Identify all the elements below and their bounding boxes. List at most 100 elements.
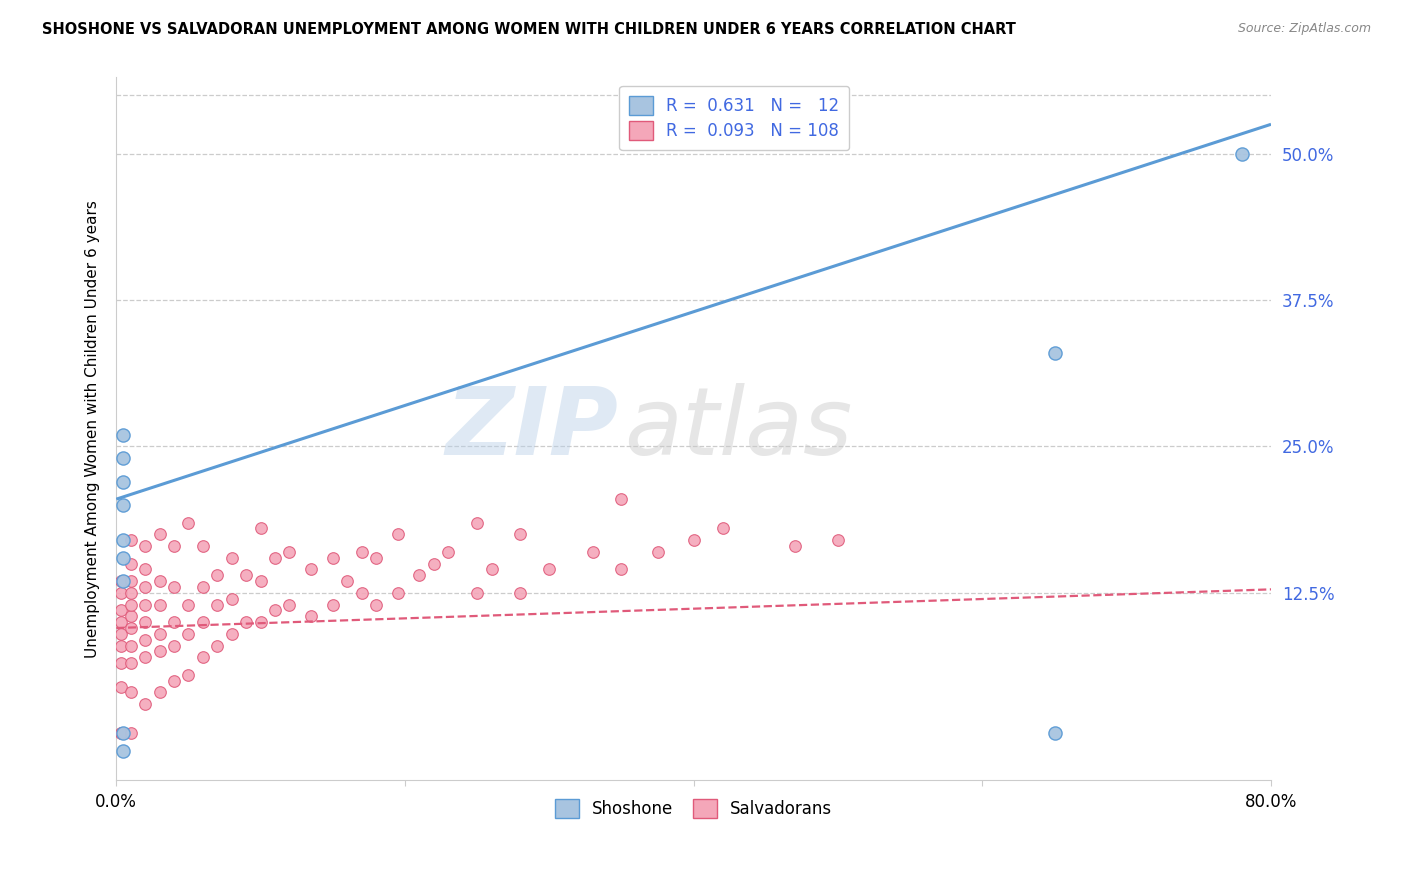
Point [207, 598, 229, 612]
Point [120, 621, 142, 635]
Point [177, 627, 200, 641]
Point [322, 598, 344, 612]
Point [538, 562, 561, 576]
Point [163, 615, 186, 629]
Point [163, 639, 186, 653]
Point [350, 545, 373, 559]
Point [235, 615, 257, 629]
Point [177, 516, 200, 530]
Point [1230, 146, 1253, 161]
Point [120, 656, 142, 670]
Point [783, 539, 806, 553]
Point [134, 632, 156, 647]
Point [163, 580, 186, 594]
Point [191, 615, 214, 629]
Point [110, 726, 132, 740]
Point [112, 451, 135, 466]
Point [134, 562, 156, 576]
Point [221, 627, 243, 641]
Point [1043, 726, 1066, 740]
Point [207, 639, 229, 653]
Point [177, 598, 200, 612]
Point [120, 574, 142, 589]
Point [264, 603, 287, 617]
Point [364, 550, 387, 565]
Point [110, 615, 132, 629]
Point [112, 744, 135, 758]
Point [191, 650, 214, 665]
Point [134, 650, 156, 665]
Point [134, 539, 156, 553]
Point [110, 627, 132, 641]
Point [120, 726, 142, 740]
Point [1043, 345, 1066, 359]
Point [110, 574, 132, 589]
Point [110, 586, 132, 600]
Point [191, 539, 214, 553]
Point [112, 574, 135, 589]
Point [110, 680, 132, 694]
Point [264, 550, 287, 565]
Point [120, 639, 142, 653]
Point [610, 562, 633, 576]
Point [112, 533, 135, 548]
Point [134, 697, 156, 711]
Point [465, 516, 488, 530]
Point [322, 550, 344, 565]
Point [249, 521, 271, 535]
Point [423, 557, 446, 571]
Point [163, 673, 186, 688]
Text: SHOSHONE VS SALVADORAN UNEMPLOYMENT AMONG WOMEN WITH CHILDREN UNDER 6 YEARS CORR: SHOSHONE VS SALVADORAN UNEMPLOYMENT AMON… [42, 22, 1017, 37]
Point [110, 656, 132, 670]
Point [148, 685, 170, 699]
Point [336, 574, 359, 589]
Text: atlas: atlas [624, 384, 852, 475]
Point [112, 550, 135, 565]
Point [110, 726, 132, 740]
Point [148, 527, 170, 541]
Text: ZIP: ZIP [446, 383, 619, 475]
Point [387, 586, 409, 600]
Point [581, 545, 603, 559]
Point [148, 644, 170, 658]
Point [177, 668, 200, 682]
Point [299, 562, 322, 576]
Point [221, 591, 243, 606]
Point [299, 609, 322, 624]
Point [711, 521, 734, 535]
Legend: Shoshone, Salvadorans: Shoshone, Salvadorans [548, 792, 838, 825]
Point [120, 533, 142, 548]
Point [112, 726, 135, 740]
Point [235, 568, 257, 582]
Point [110, 603, 132, 617]
Point [465, 586, 488, 600]
Point [647, 545, 669, 559]
Point [509, 586, 531, 600]
Point [110, 639, 132, 653]
Point [120, 598, 142, 612]
Point [163, 539, 186, 553]
Point [120, 685, 142, 699]
Point [148, 627, 170, 641]
Point [148, 598, 170, 612]
Point [249, 574, 271, 589]
Point [350, 586, 373, 600]
Point [191, 580, 214, 594]
Point [278, 598, 301, 612]
Point [437, 545, 460, 559]
Point [120, 557, 142, 571]
Point [148, 574, 170, 589]
Point [364, 598, 387, 612]
Point [408, 568, 430, 582]
Point [221, 550, 243, 565]
Point [278, 545, 301, 559]
Y-axis label: Unemployment Among Women with Children Under 6 years: Unemployment Among Women with Children U… [86, 200, 100, 657]
Point [249, 615, 271, 629]
Point [610, 492, 633, 507]
Text: Source: ZipAtlas.com: Source: ZipAtlas.com [1237, 22, 1371, 36]
Point [682, 533, 704, 548]
Point [112, 475, 135, 489]
Point [827, 533, 849, 548]
Point [120, 609, 142, 624]
Point [134, 598, 156, 612]
